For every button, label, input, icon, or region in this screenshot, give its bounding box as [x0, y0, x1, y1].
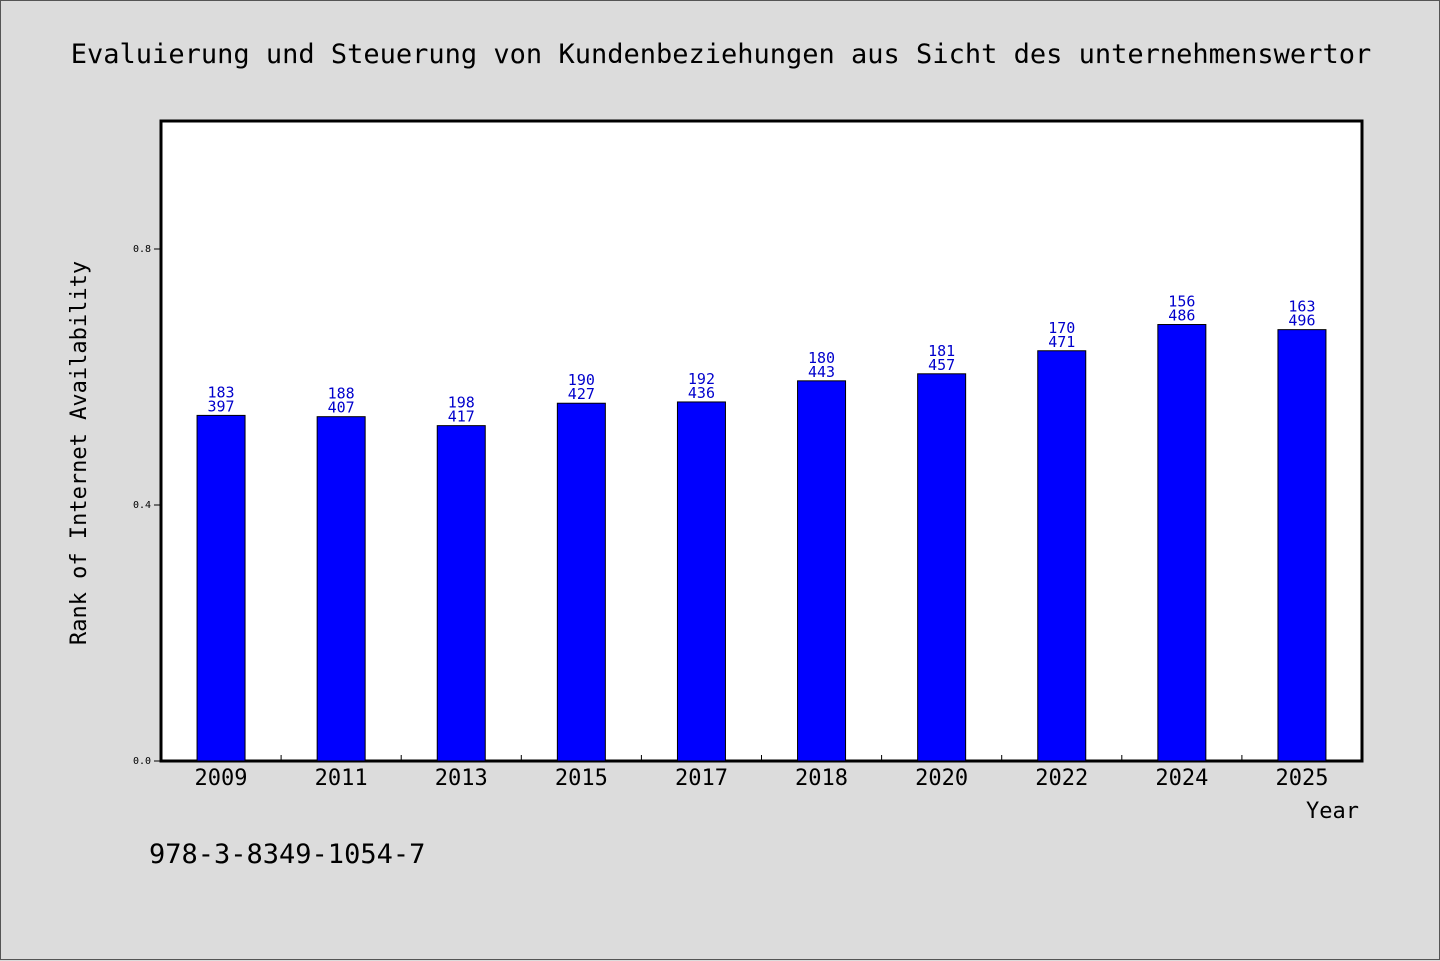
bar-label-bottom: 486 [1168, 307, 1195, 325]
bar-label-top: 163 [1288, 298, 1315, 316]
x-tick-label: 2018 [795, 766, 848, 791]
y-axis-label: Rank of Internet Availability [67, 261, 92, 645]
bar [676, 401, 726, 762]
bar [1157, 324, 1207, 762]
bar-label-top: 156 [1168, 293, 1195, 311]
bar [1037, 350, 1087, 762]
x-tick-label: 2017 [675, 766, 728, 791]
chart-title: Evaluierung und Steuerung von Kundenbezi… [71, 39, 1371, 70]
y-tick-label: 0.8 [133, 244, 151, 255]
bar-label-top: 183 [208, 383, 235, 401]
x-axis-label: Year [1306, 799, 1359, 824]
x-axis: 2009 2011 2013 2015 2017 2018 2020 2022 2024 2025 [195, 755, 1328, 791]
bar-label-top: 170 [1048, 319, 1075, 337]
y-tick-label: 0.4 [133, 500, 151, 511]
bar-label-top: 190 [568, 371, 595, 389]
bar [196, 414, 246, 762]
bar [316, 416, 366, 762]
footnote: 978-3-8349-1054-7 [149, 839, 425, 870]
bar-label-bottom: 397 [208, 397, 235, 415]
bar-label-bottom: 443 [808, 363, 835, 381]
x-tick-label: 2025 [1275, 766, 1328, 791]
y-axis: 0.0 0.4 0.8 [133, 244, 161, 767]
bar [917, 373, 967, 762]
x-tick-label: 2011 [315, 766, 368, 791]
x-tick-label: 2009 [195, 766, 248, 791]
x-tick-label: 2022 [1035, 766, 1088, 791]
x-tick-label: 2015 [555, 766, 608, 791]
bars [196, 324, 1327, 762]
bar [797, 380, 847, 762]
bar-label-bottom: 471 [1048, 333, 1075, 351]
bar-label-bottom: 457 [928, 356, 955, 374]
bar-label-top: 188 [328, 385, 355, 403]
bar-label-top: 180 [808, 349, 835, 367]
bar-label-bottom: 496 [1288, 312, 1315, 330]
bar-label-bottom: 417 [448, 408, 475, 426]
x-tick-label: 2024 [1155, 766, 1208, 791]
bar [1277, 329, 1327, 762]
bar-label-bottom: 427 [568, 385, 595, 403]
bar [436, 425, 486, 762]
y-tick-label: 0.0 [133, 756, 151, 767]
bar-label-top: 181 [928, 342, 955, 360]
bar-label-bottom: 436 [688, 384, 715, 402]
x-tick-label: 2013 [435, 766, 488, 791]
bar-label-bottom: 407 [328, 399, 355, 417]
x-tick-label: 2020 [915, 766, 968, 791]
bar-label-top: 198 [448, 394, 475, 412]
bar-label-top: 192 [688, 370, 715, 388]
bar [556, 402, 606, 762]
